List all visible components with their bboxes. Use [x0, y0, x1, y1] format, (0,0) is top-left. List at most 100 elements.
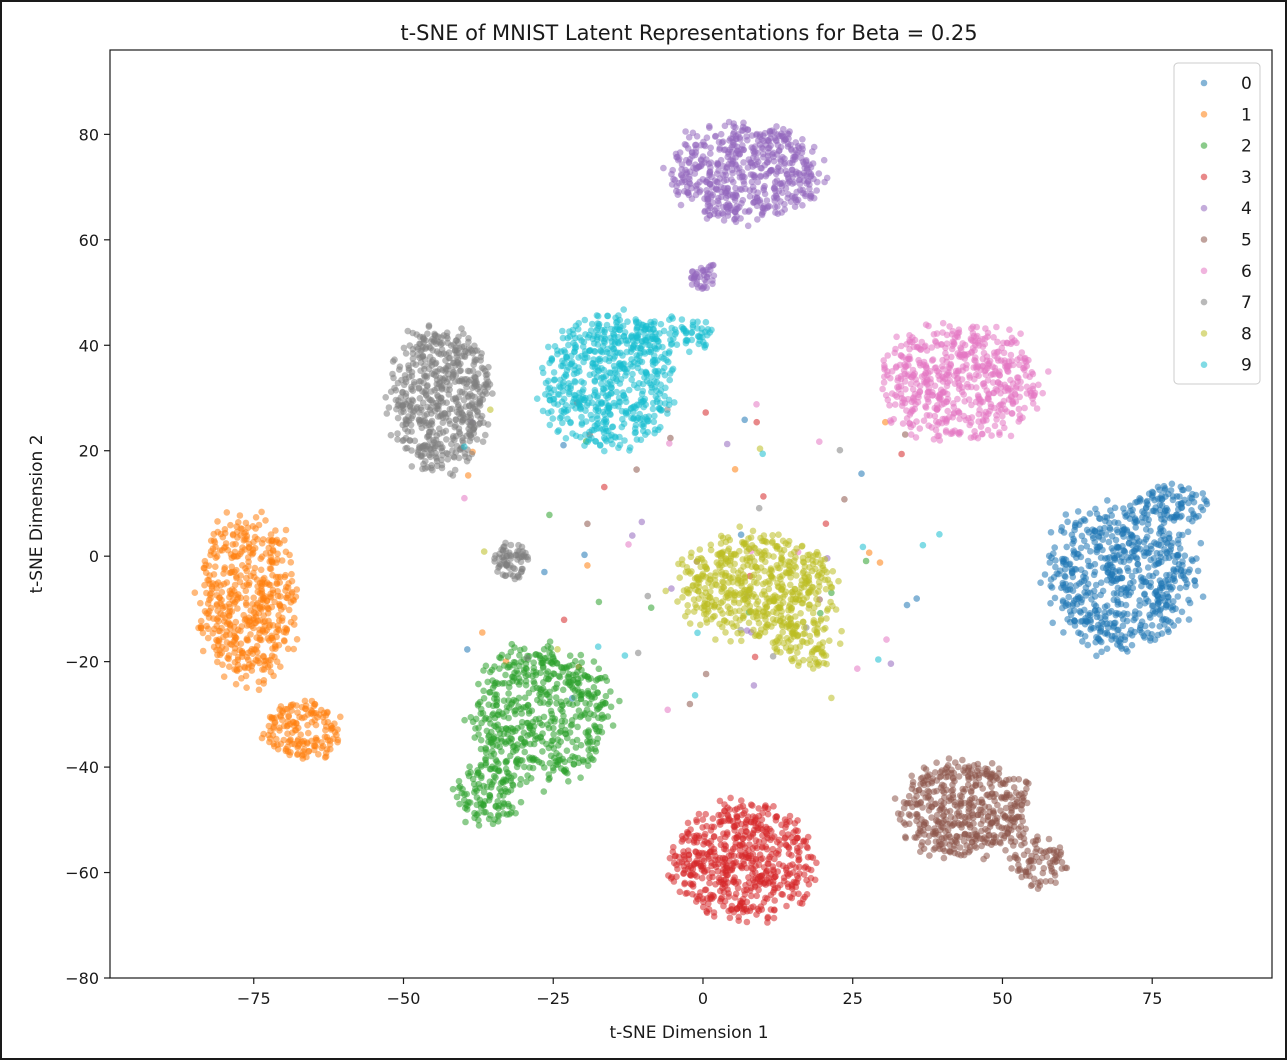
data-point [258, 590, 266, 598]
data-point [203, 589, 210, 597]
data-point [260, 652, 267, 660]
data-point [681, 141, 689, 148]
data-point [904, 395, 912, 403]
data-point [731, 216, 738, 223]
data-point [892, 345, 899, 353]
data-point [816, 438, 823, 446]
data-point [951, 820, 958, 827]
data-point [263, 597, 271, 605]
data-point [457, 413, 465, 421]
data-point [1165, 535, 1173, 542]
data-point [993, 323, 1000, 331]
data-point [734, 205, 741, 212]
data-point [911, 405, 918, 413]
data-point [717, 897, 724, 905]
data-point [702, 810, 709, 818]
data-point [755, 812, 763, 820]
data-point [986, 780, 994, 787]
data-point [633, 466, 640, 473]
data-point [876, 559, 884, 566]
data-point [507, 752, 514, 760]
data-point [1158, 502, 1166, 509]
data-point [747, 904, 755, 911]
data-point [735, 852, 743, 859]
data-point [1034, 885, 1042, 892]
data-point [768, 834, 776, 841]
data-point [1191, 577, 1198, 585]
plot-area [109, 49, 1273, 979]
data-point [1131, 547, 1139, 555]
data-point [1129, 584, 1137, 592]
data-point [670, 843, 677, 851]
data-point [924, 794, 932, 801]
data-point [269, 571, 276, 579]
data-point [965, 831, 972, 839]
data-point [1009, 380, 1017, 387]
data-point [967, 800, 974, 807]
data-point [480, 365, 487, 373]
data-point [440, 377, 448, 384]
data-point [1047, 529, 1055, 536]
data-point [731, 141, 738, 149]
data-point [1002, 847, 1009, 854]
data-point [731, 466, 739, 473]
data-point [266, 738, 273, 746]
data-point [903, 601, 911, 609]
data-point [499, 680, 506, 687]
data-point [492, 803, 500, 810]
data-point [759, 132, 767, 139]
data-point [524, 701, 532, 709]
data-point [577, 774, 584, 781]
data-point [625, 541, 632, 548]
data-point [471, 358, 479, 365]
data-point [1163, 602, 1171, 609]
data-point [484, 421, 492, 428]
data-point [779, 829, 786, 837]
data-point [462, 818, 469, 826]
data-point [276, 617, 283, 624]
data-point [413, 331, 421, 338]
data-point [1149, 602, 1157, 609]
data-point [515, 694, 523, 702]
data-point [754, 216, 761, 223]
data-point [252, 514, 260, 521]
data-point [673, 187, 680, 195]
data-point [197, 617, 205, 625]
data-point [1052, 563, 1059, 571]
data-point [1174, 552, 1182, 559]
data-point [247, 572, 254, 580]
data-point [387, 431, 395, 439]
data-point [552, 684, 560, 692]
data-point [443, 332, 451, 340]
data-point [1120, 526, 1127, 534]
data-point [917, 362, 924, 369]
data-point [1161, 507, 1169, 515]
data-point [458, 325, 465, 332]
data-point [487, 739, 495, 747]
data-point [546, 759, 554, 767]
data-point [402, 434, 410, 442]
data-point [770, 153, 777, 161]
data-point [491, 816, 499, 823]
data-point [660, 164, 667, 172]
data-point [1007, 835, 1015, 842]
data-point [990, 389, 997, 397]
data-point [1004, 829, 1011, 836]
data-point [1184, 528, 1192, 536]
data-point [770, 874, 778, 881]
data-point [1051, 594, 1059, 602]
data-point [1169, 496, 1177, 504]
data-point [436, 365, 444, 373]
data-point [271, 598, 278, 606]
data-point [538, 686, 545, 693]
data-point [1181, 574, 1188, 582]
data-point [456, 783, 464, 790]
data-point [963, 842, 970, 849]
data-point [815, 170, 823, 177]
data-point [543, 670, 550, 677]
data-point [524, 671, 532, 679]
data-point [277, 663, 284, 670]
data-point [278, 557, 286, 564]
data-point [1077, 544, 1085, 552]
data-point [939, 329, 946, 336]
